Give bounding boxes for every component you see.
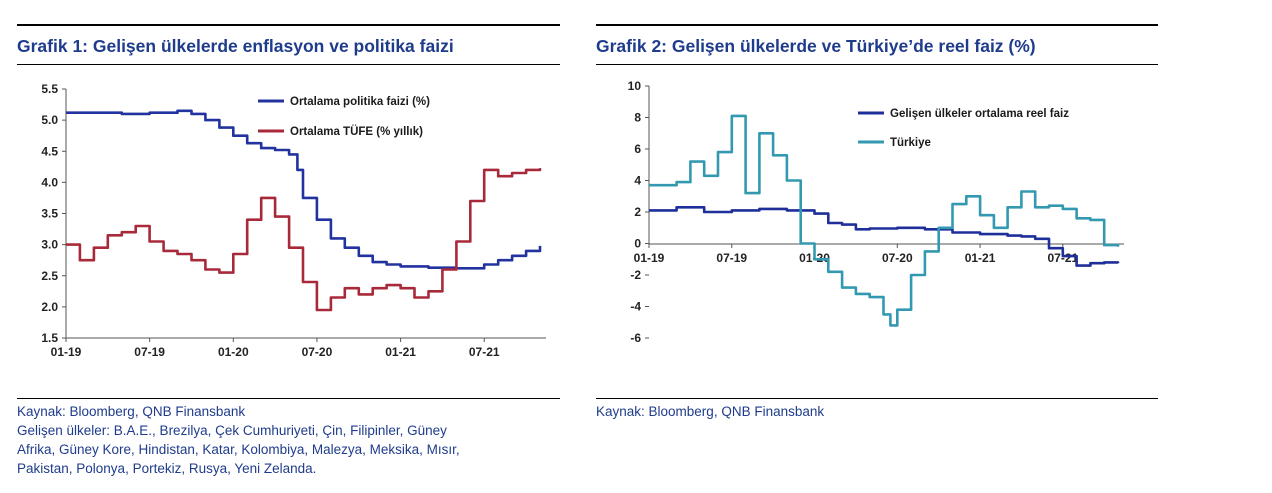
chart1-x-tick-label: 07-20 <box>302 345 333 359</box>
chart2-x-tick-label: 07-19 <box>716 251 747 265</box>
chart1-source-line: Pakistan, Polonya, Portekiz, Rusya, Yeni… <box>17 461 317 476</box>
chart1-source-line: Kaynak: Bloomberg, QNB Finansbank <box>17 404 246 419</box>
chart2-y-tick-label: 6 <box>634 142 641 156</box>
chart1-bottom-rule <box>17 398 560 399</box>
chart1-y-tick-label: 4.0 <box>41 175 58 189</box>
chart2-series-line-2 <box>649 114 1120 327</box>
chart1-y-tick-label: 1.5 <box>41 331 58 345</box>
chart1-title-rule <box>17 64 560 65</box>
chart2-y-tick-label: 4 <box>634 174 641 188</box>
chart2-y-tick-label: 10 <box>628 79 642 93</box>
chart2-source-line: Kaynak: Bloomberg, QNB Finansbank <box>596 404 825 419</box>
chart2-source: Kaynak: Bloomberg, QNB Finansbank <box>596 402 824 421</box>
chart1-x-tick-label: 01-20 <box>218 345 249 359</box>
chart2-y-tick-label: -4 <box>630 300 641 314</box>
chart1-source-line: Gelişen ülkeler: B.A.E., Brezilya, Çek C… <box>17 423 447 438</box>
chart2-series-line-1 <box>649 206 1120 267</box>
chart1-y-tick-label: 5.5 <box>41 82 58 96</box>
chart2-y-tick-label: 8 <box>634 111 641 125</box>
chart1-legend-label-1: Ortalama politika faizi (%) <box>290 96 430 108</box>
chart2-x-tick-label: 07-20 <box>882 251 913 265</box>
chart2-bottom-rule <box>596 398 1158 399</box>
chart2-title-rule <box>596 64 1158 65</box>
chart2-x-tick-label: 01-21 <box>965 251 996 265</box>
chart1-top-rule <box>17 24 560 26</box>
chart1-x-tick-label: 07-21 <box>469 345 500 359</box>
chart1-series-line-2 <box>66 168 542 312</box>
chart1-legend-label-2: Ortalama TÜFE (% yıllık) <box>290 125 423 138</box>
chart2-top-rule <box>596 24 1158 26</box>
chart2-x-tick-label: 01-19 <box>634 251 665 265</box>
chart2-y-tick-label: 0 <box>634 237 641 251</box>
chart1-x-tick-label: 01-19 <box>51 345 82 359</box>
chart1-y-tick-label: 2.0 <box>41 300 58 314</box>
chart1-y-tick-label: 5.0 <box>41 113 58 127</box>
chart2-x-tick-label: 07-21 <box>1047 251 1078 265</box>
chart2-title: Grafik 2: Gelişen ülkelerde ve Türkiye’d… <box>596 36 1036 56</box>
chart1-x-tick-label: 01-21 <box>385 345 416 359</box>
chart1-y-tick-label: 2.5 <box>41 269 58 283</box>
chart2-y-tick-label: 2 <box>634 205 641 219</box>
chart2-legend-label-1: Gelişen ülkeler ortalama reel faiz <box>890 108 1069 120</box>
chart2-y-tick-label: -2 <box>630 268 641 282</box>
chart1-x-tick-label: 07-19 <box>134 345 165 359</box>
chart1-series-line-1 <box>66 109 542 270</box>
chart2-y-tick-label: -6 <box>630 331 641 345</box>
chart2-legend-label-2: Türkiye <box>890 137 931 149</box>
chart1-source: Kaynak: Bloomberg, QNB Finansbank Gelişe… <box>17 402 460 478</box>
chart1-y-tick-label: 3.5 <box>41 207 58 221</box>
chart1-title: Grafik 1: Gelişen ülkelerde enflasyon ve… <box>17 36 454 56</box>
chart1-y-tick-label: 3.0 <box>41 238 58 252</box>
chart1-plot: 5.5 5.0 4.5 4.0 3.5 3.0 2.5 2.0 1.501-19 07-19 01-… <box>41 82 546 359</box>
chart1-source-line: Afrika, Güney Kore, Hindistan, Katar, Ko… <box>17 442 460 457</box>
chart1-y-tick-label: 4.5 <box>41 144 58 158</box>
